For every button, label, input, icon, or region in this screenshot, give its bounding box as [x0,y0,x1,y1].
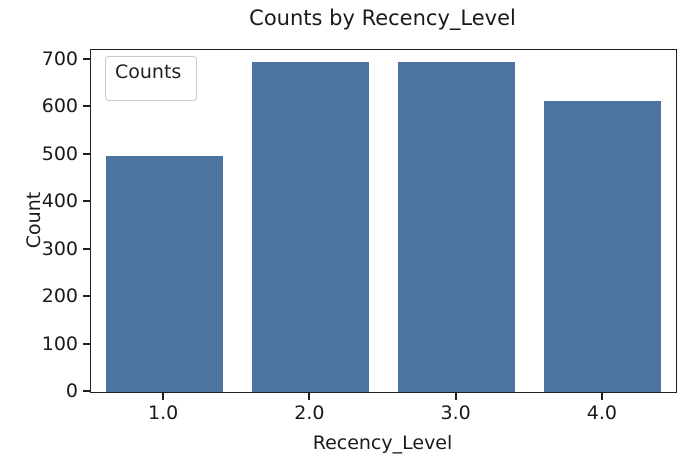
legend: Counts [105,56,197,101]
y-tick-mark-600 [83,105,90,108]
x-tick-label-4.0: 4.0 [586,402,617,424]
plot-area: Counts [90,49,677,393]
y-tick-label-500: 500 [41,142,78,165]
y-tick-mark-700 [83,57,90,60]
y-tick-label-100: 100 [41,332,78,355]
y-tick-mark-0 [83,390,90,392]
legend-label: Counts [115,61,182,83]
y-tick-mark-500 [83,152,90,155]
y-tick-mark-200 [83,295,90,298]
y-tick-label-0: 0 [65,380,78,402]
x-tick-mark-1.0 [162,393,165,400]
y-tick-label-400: 400 [41,190,78,213]
y-tick-mark-400 [83,200,90,203]
bar-1.0 [105,156,223,392]
bar-4.0 [544,101,662,392]
bar-3.0 [398,62,516,392]
x-tick-mark-2.0 [308,393,311,400]
y-tick-label-700: 700 [41,47,78,70]
x-tick-label-1.0: 1.0 [148,402,179,424]
x-axis-label: Recency_Level [312,432,453,454]
y-tick-label-300: 300 [41,237,78,260]
bar-2.0 [251,62,369,392]
chart-title: Counts by Recency_Level [249,6,516,30]
x-tick-label-2.0: 2.0 [294,402,325,424]
y-tick-mark-100 [83,342,90,345]
x-tick-label-3.0: 3.0 [440,402,471,424]
y-tick-mark-300 [83,247,90,250]
y-tick-label-200: 200 [41,285,78,308]
x-tick-mark-4.0 [600,393,603,400]
y-tick-label-600: 600 [41,95,78,118]
x-tick-mark-3.0 [454,393,457,400]
